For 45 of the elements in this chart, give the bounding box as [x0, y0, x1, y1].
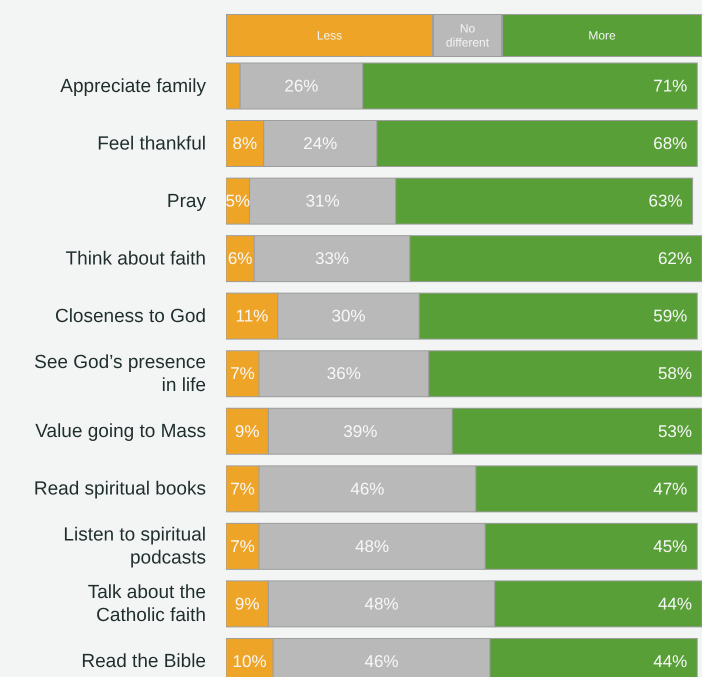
data-label: 71% [653, 76, 688, 96]
data-label: 9% [234, 594, 260, 614]
y-tick-label: Value going to Mass [35, 420, 206, 442]
data-label: 62% [658, 249, 692, 268]
text: No different [446, 22, 490, 50]
data-label: 59% [653, 306, 688, 326]
data-label: 39% [343, 422, 378, 441]
data-label: 7% [230, 536, 255, 556]
data-label: 53% [658, 422, 692, 441]
data-label: 46% [364, 652, 399, 671]
data-label: 24% [303, 134, 338, 154]
data-label: 45% [653, 536, 688, 556]
data-label: 26% [284, 76, 318, 96]
data-label: 44% [658, 594, 692, 614]
data-label: 7% [230, 364, 255, 384]
data-label: 63% [648, 192, 683, 211]
y-tick-label: Listen to spiritual podcasts [63, 524, 206, 568]
data-label: 68% [653, 134, 688, 154]
data-label: 8% [232, 134, 258, 154]
y-tick-label: See God’s presence in life [34, 352, 206, 396]
y-tick-label: Closeness to God [54, 305, 206, 326]
data-label: 58% [658, 364, 692, 384]
data-label: 48% [355, 536, 390, 556]
data-label: 9% [234, 422, 260, 441]
series-label: More [588, 28, 616, 42]
data-label: 33% [315, 249, 350, 268]
y-tick-label: Read the Bible [81, 650, 206, 672]
data-label: 36% [326, 364, 361, 384]
text: Less [316, 28, 342, 42]
data-label: 46% [350, 479, 384, 498]
data-label: 47% [653, 479, 688, 498]
data-label: 6% [228, 249, 252, 268]
y-tick-label: Talk about the Catholic faith [88, 582, 206, 626]
y-tick-label: Appreciate family [60, 75, 206, 96]
data-label: 48% [364, 594, 399, 614]
data-label: 7% [230, 479, 255, 498]
data-label: 11% [236, 306, 268, 326]
data-label: 10% [232, 652, 267, 671]
data-label: 30% [332, 306, 366, 326]
y-tick-label: Pray [166, 190, 206, 212]
y-tick-label: Read spiritual books [34, 478, 206, 500]
y-tick-label: Think about faith [66, 248, 206, 269]
y-tick-label: Feel thankful [97, 132, 206, 154]
data-label: 31% [306, 192, 340, 211]
data-label: 44% [653, 652, 688, 671]
